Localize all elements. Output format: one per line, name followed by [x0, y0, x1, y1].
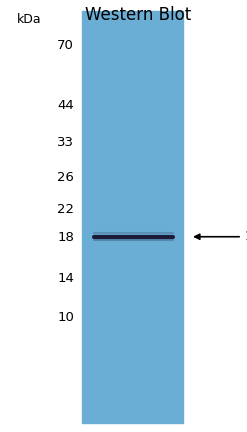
Bar: [82, 11, 183, 423]
Text: 14: 14: [57, 272, 74, 285]
Text: 19kDa: 19kDa: [245, 230, 247, 243]
Text: 26: 26: [57, 171, 74, 184]
Text: Western Blot: Western Blot: [85, 6, 191, 25]
Text: 44: 44: [57, 99, 74, 112]
Text: 10: 10: [57, 311, 74, 324]
Text: 18: 18: [57, 231, 74, 244]
Text: kDa: kDa: [17, 13, 42, 26]
Text: 70: 70: [57, 39, 74, 52]
Text: 33: 33: [57, 136, 74, 149]
Text: 22: 22: [57, 203, 74, 216]
